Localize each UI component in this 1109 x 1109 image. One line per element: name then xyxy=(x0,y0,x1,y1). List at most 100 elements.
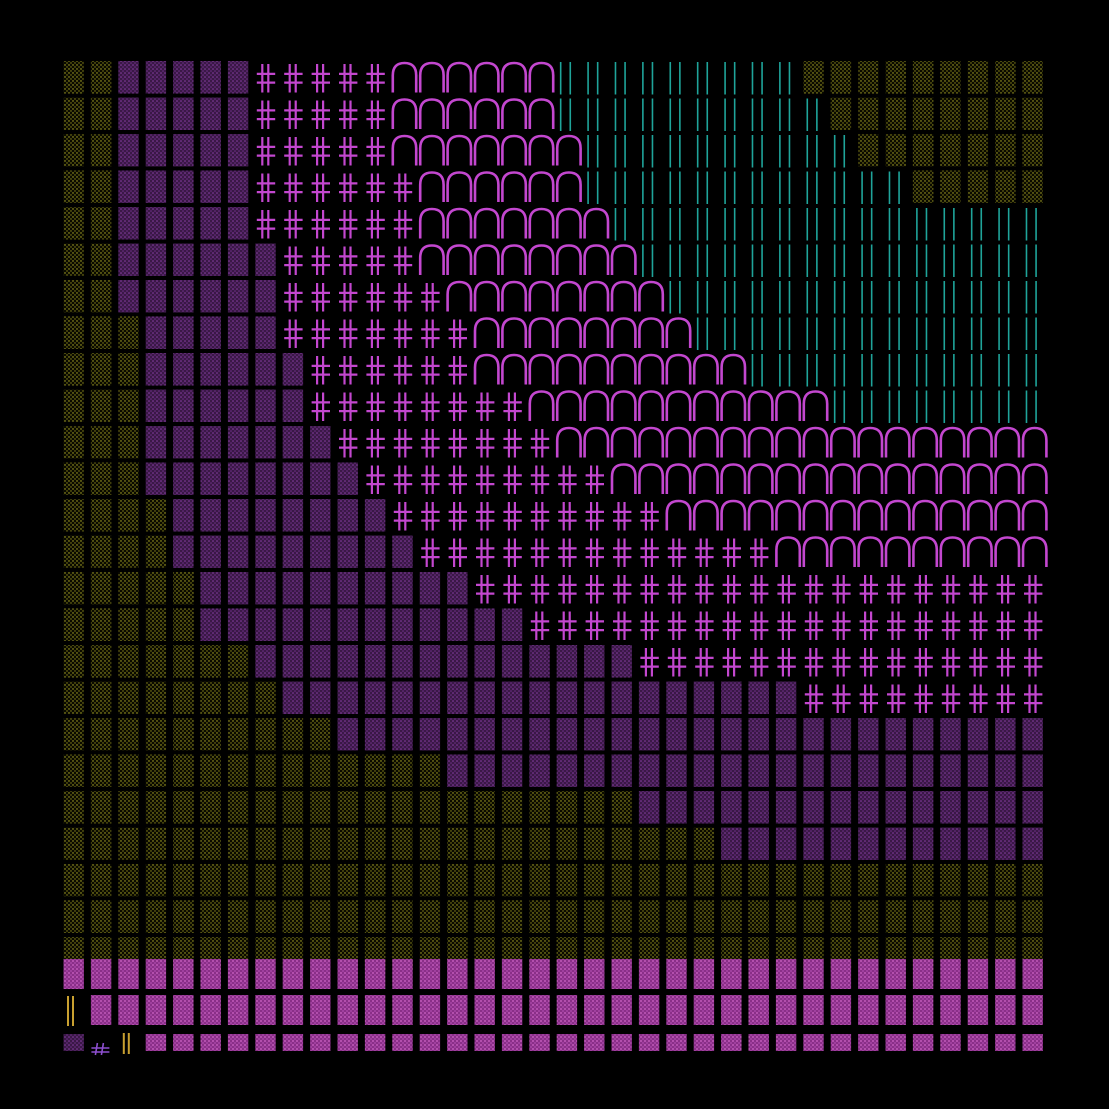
double-cross-glyph xyxy=(284,173,303,202)
dotted-rectangle-glyph xyxy=(90,535,112,568)
vertical-lines-glyph xyxy=(587,98,599,131)
vertical-lines-glyph xyxy=(916,317,928,350)
dotted-rectangle-glyph xyxy=(200,61,221,94)
dotted-rectangle-glyph xyxy=(885,900,906,933)
dotted-rectangle-glyph xyxy=(721,900,742,933)
dotted-rectangle-glyph xyxy=(145,608,167,641)
dotted-rectangle-glyph xyxy=(885,864,906,897)
double-cross-glyph xyxy=(393,429,413,458)
vertical-lines-glyph xyxy=(696,281,709,314)
double-cross-glyph xyxy=(613,611,632,640)
arch-glyph xyxy=(1021,463,1048,494)
dotted-rectangle-glyph xyxy=(118,353,139,386)
arch-glyph xyxy=(583,207,610,239)
double-cross-glyph xyxy=(448,538,467,567)
dotted-rectangle-glyph xyxy=(392,791,413,824)
arch-glyph xyxy=(884,536,911,567)
dotted-rectangle-glyph xyxy=(90,754,112,787)
dotted-rectangle-glyph xyxy=(693,900,715,933)
arch-glyph xyxy=(802,536,829,567)
dotted-rectangle-glyph xyxy=(310,900,331,933)
double-cross-glyph xyxy=(311,392,330,421)
dotted-rectangle-glyph xyxy=(501,645,523,678)
arch-glyph xyxy=(939,463,966,494)
dotted-rectangle-glyph xyxy=(173,243,194,276)
vertical-lines-glyph xyxy=(888,281,900,314)
double-cross-glyph xyxy=(996,648,1015,677)
dotted-rectangle-glyph xyxy=(63,243,84,276)
dotted-rectangle-glyph xyxy=(145,791,167,824)
double-cross-glyph xyxy=(284,283,303,312)
double-cross-glyph xyxy=(366,137,385,166)
vertical-lines-glyph xyxy=(669,171,681,204)
dotted-rectangle-glyph xyxy=(200,959,221,989)
dotted-rectangle-glyph xyxy=(63,97,84,130)
dotted-rectangle-glyph xyxy=(830,61,852,94)
arch-glyph xyxy=(775,390,802,421)
vertical-lines-glyph xyxy=(833,171,846,204)
vertical-lines-glyph xyxy=(998,317,1010,350)
dotted-rectangle-glyph xyxy=(90,280,112,313)
double-cross-glyph xyxy=(640,538,659,567)
dotted-rectangle-glyph xyxy=(90,827,112,860)
dotted-rectangle-glyph xyxy=(693,754,715,787)
arch-glyph xyxy=(857,463,884,494)
dotted-rectangle-glyph xyxy=(310,499,331,532)
dotted-rectangle-glyph xyxy=(995,900,1016,933)
arch-glyph xyxy=(912,499,939,531)
vertical-lines-glyph xyxy=(888,317,900,350)
dotted-rectangle-glyph xyxy=(173,572,194,605)
dotted-rectangle-glyph xyxy=(255,754,276,787)
double-cross-glyph xyxy=(366,356,385,385)
dotted-rectangle-glyph xyxy=(447,608,468,641)
dotted-rectangle-glyph xyxy=(63,499,84,532)
dotted-rectangle-glyph xyxy=(447,995,468,1025)
double-cross-glyph xyxy=(339,283,358,312)
double-cross-glyph xyxy=(284,319,303,348)
vertical-lines-glyph xyxy=(861,390,873,423)
dotted-rectangle-glyph xyxy=(474,995,495,1025)
dotted-rectangle-glyph xyxy=(830,827,852,860)
vertical-lines-glyph xyxy=(1025,281,1037,314)
dotted-rectangle-glyph xyxy=(392,959,413,989)
vertical-lines-glyph xyxy=(943,354,955,387)
double-cross-glyph xyxy=(339,100,358,129)
arch-glyph xyxy=(857,426,884,458)
dotted-rectangle-glyph xyxy=(173,864,194,897)
double-cross-glyph xyxy=(256,173,276,202)
arch-glyph xyxy=(692,463,719,494)
dotted-rectangle-glyph xyxy=(145,718,167,751)
double-cross-glyph xyxy=(366,64,385,93)
double-cross-glyph xyxy=(476,392,495,421)
dotted-rectangle-glyph xyxy=(173,426,194,459)
dotted-rectangle-glyph xyxy=(255,499,276,532)
arch-glyph xyxy=(610,244,637,275)
arch-glyph xyxy=(966,426,993,458)
vertical-lines-glyph xyxy=(861,354,873,387)
dotted-rectangle-glyph xyxy=(63,535,84,568)
dotted-rectangle-glyph xyxy=(1022,900,1043,933)
vertical-lines-glyph xyxy=(724,208,736,241)
double-cross-glyph xyxy=(996,611,1015,640)
vertical-lines-glyph xyxy=(751,317,763,350)
dotted-rectangle-glyph xyxy=(419,645,441,678)
dotted-rectangle-glyph xyxy=(474,791,495,824)
arch-glyph xyxy=(528,134,555,166)
dotted-rectangle-glyph xyxy=(227,426,249,459)
dotted-rectangle-glyph xyxy=(255,243,276,276)
dotted-rectangle-glyph xyxy=(200,207,221,240)
dotted-rectangle-glyph xyxy=(995,97,1016,130)
arch-glyph xyxy=(446,61,473,93)
vertical-lines-glyph xyxy=(998,244,1010,277)
dotted-rectangle-glyph xyxy=(1022,995,1043,1025)
vertical-lines-glyph xyxy=(614,171,626,204)
dotted-rectangle-glyph xyxy=(912,718,934,751)
dotted-rectangle-glyph xyxy=(995,718,1016,751)
double-cross-glyph xyxy=(941,611,961,640)
dotted-rectangle-glyph xyxy=(995,995,1016,1025)
double-cross-glyph xyxy=(667,611,687,640)
arch-glyph xyxy=(583,317,610,348)
dotted-rectangle-glyph xyxy=(584,900,605,933)
dotted-rectangle-glyph xyxy=(173,207,194,240)
dotted-rectangle-glyph xyxy=(90,791,112,824)
